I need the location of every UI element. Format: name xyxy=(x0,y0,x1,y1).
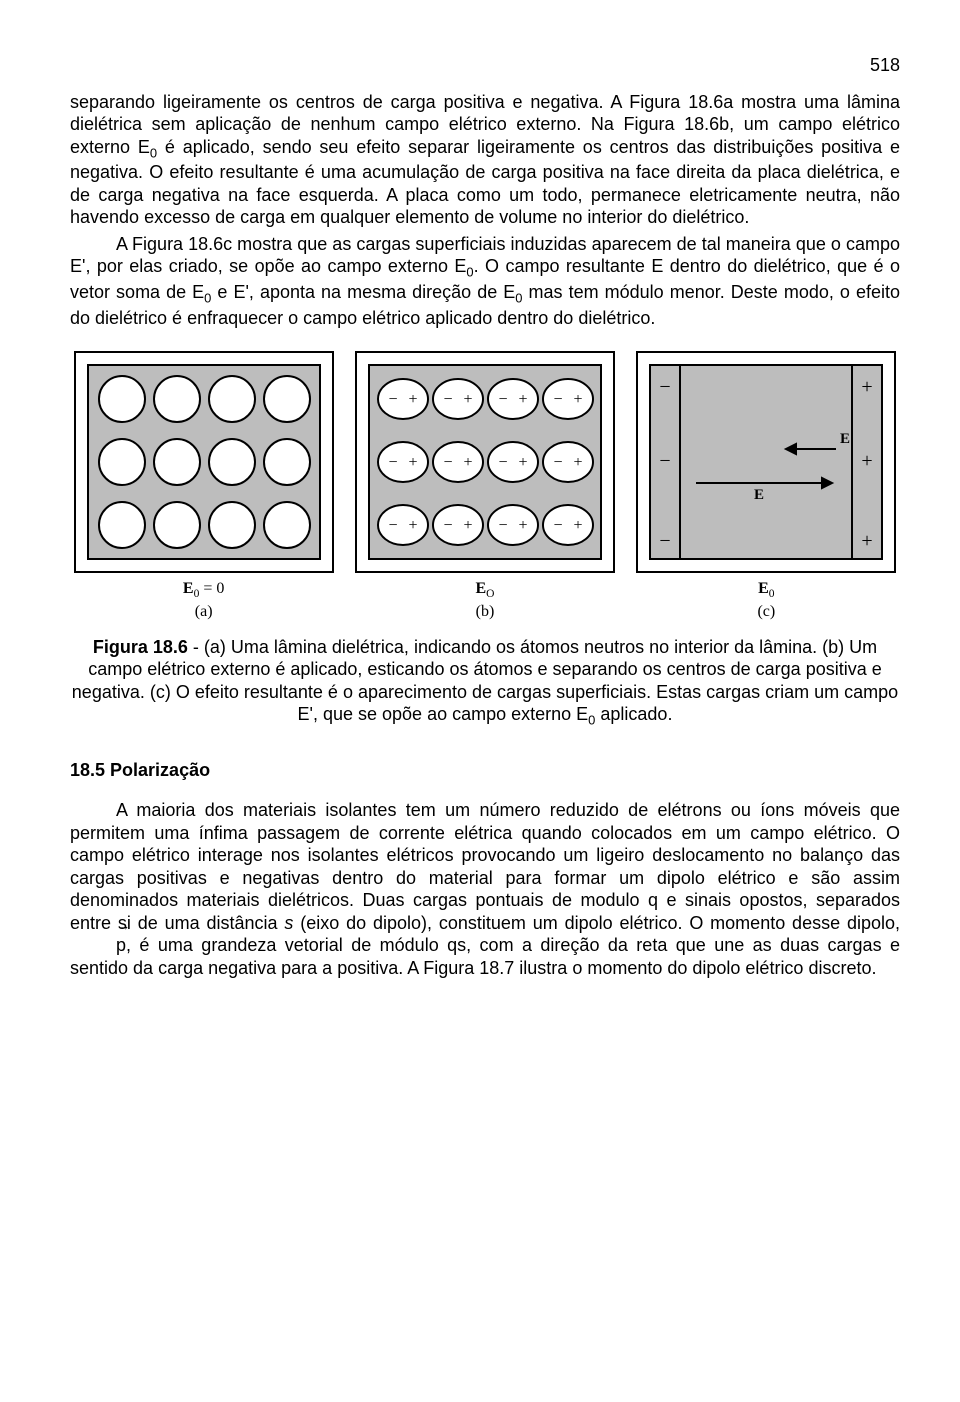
figcap-end: aplicado. xyxy=(595,704,672,724)
E-label: E xyxy=(754,487,764,503)
svg-text:−: − xyxy=(498,391,507,408)
panel-b-cap-E: E xyxy=(475,580,486,597)
svg-text:+: + xyxy=(862,450,873,472)
svg-text:+: + xyxy=(408,391,417,408)
figure-row: E0 = 0 (a) xyxy=(70,351,900,621)
panel-c-svg: − + − + − + E E' xyxy=(636,351,896,573)
panel-c-label: (c) xyxy=(757,603,775,620)
svg-text:+: + xyxy=(408,517,417,534)
svg-text:+: + xyxy=(518,391,527,408)
svg-text:−: − xyxy=(388,517,397,534)
panel-a-cap-E: E xyxy=(183,580,194,597)
figure-panel-c: − + − + − + E E' xyxy=(633,351,900,621)
svg-text:−: − xyxy=(498,454,507,471)
svg-text:+: + xyxy=(573,517,582,534)
panel-a-caption: E0 = 0 (a) xyxy=(183,579,224,621)
svg-text:−: − xyxy=(388,454,397,471)
svg-text:−: − xyxy=(660,530,671,552)
panel-a-svg xyxy=(74,351,334,573)
panel-c-cap-E: E xyxy=(758,580,769,597)
svg-text:+: + xyxy=(518,517,527,534)
svg-text:−: − xyxy=(443,517,452,534)
p1-sub0: 0 xyxy=(150,145,157,160)
svg-text:−: − xyxy=(443,454,452,471)
p2-sub-a: 0 xyxy=(466,265,473,280)
svg-text:+: + xyxy=(518,454,527,471)
panel-a-label: (a) xyxy=(195,603,213,620)
figure-panel-b: −+ −+ −+ −+ −+ −+ −+ −+ −+ −+ −+ −+ EO (… xyxy=(351,351,618,621)
figure-18-6: E0 = 0 (a) xyxy=(70,351,900,728)
paragraph-1: separando ligeiramente os centros de car… xyxy=(70,91,900,229)
svg-text:−: − xyxy=(388,391,397,408)
figure-caption: Figura 18.6 - (a) Uma lâmina dielétrica,… xyxy=(70,636,900,729)
panel-a-cap-eq: = 0 xyxy=(199,580,224,597)
svg-text:+: + xyxy=(573,391,582,408)
svg-text:+: + xyxy=(862,376,873,398)
svg-text:+: + xyxy=(463,454,472,471)
p3-p-letter: p xyxy=(116,935,126,955)
p3-s: s xyxy=(284,913,293,933)
svg-text:−: − xyxy=(660,450,671,472)
p3-text-b: (eixo do dipolo), constituem um dipolo e… xyxy=(293,913,900,933)
Eprime-label: E' xyxy=(840,431,854,447)
figcap-text: - (a) Uma lâmina dielétrica, indicando o… xyxy=(72,637,898,725)
svg-text:−: − xyxy=(498,517,507,534)
panel-c-caption: E0 (c) xyxy=(757,579,775,621)
paragraph-2: A Figura 18.6c mostra que as cargas supe… xyxy=(70,233,900,330)
panel-c-cap-sub: 0 xyxy=(769,589,775,601)
p3-text-c: , é uma grandeza vetorial de módulo qs, … xyxy=(70,935,900,978)
p1-text-b: é aplicado, sendo seu efeito separar lig… xyxy=(70,137,900,228)
svg-text:+: + xyxy=(463,391,472,408)
panel-b-cap-sub: O xyxy=(486,589,494,601)
page-number: 518 xyxy=(70,54,900,77)
svg-text:−: − xyxy=(660,376,671,398)
svg-text:+: + xyxy=(862,530,873,552)
figure-panel-a: E0 = 0 (a) xyxy=(70,351,337,621)
svg-text:−: − xyxy=(443,391,452,408)
panel-b-svg: −+ −+ −+ −+ −+ −+ −+ −+ −+ −+ −+ −+ xyxy=(355,351,615,573)
p3-vec-p: →p xyxy=(70,934,126,957)
svg-text:−: − xyxy=(553,454,562,471)
figcap-bold: Figura 18.6 xyxy=(93,637,188,657)
svg-text:−: − xyxy=(553,391,562,408)
panel-b-label: (b) xyxy=(476,603,495,620)
svg-text:+: + xyxy=(463,517,472,534)
svg-text:−: − xyxy=(553,517,562,534)
p2-sub-c: 0 xyxy=(515,291,522,306)
svg-text:+: + xyxy=(573,454,582,471)
panel-b-caption: EO (b) xyxy=(475,579,494,621)
svg-text:+: + xyxy=(408,454,417,471)
paragraph-3: A maioria dos materiais isolantes tem um… xyxy=(70,799,900,979)
p2-text-c: e E', aponta na mesma direção de E xyxy=(211,282,515,302)
section-title-18-5: 18.5 Polarização xyxy=(70,759,900,782)
